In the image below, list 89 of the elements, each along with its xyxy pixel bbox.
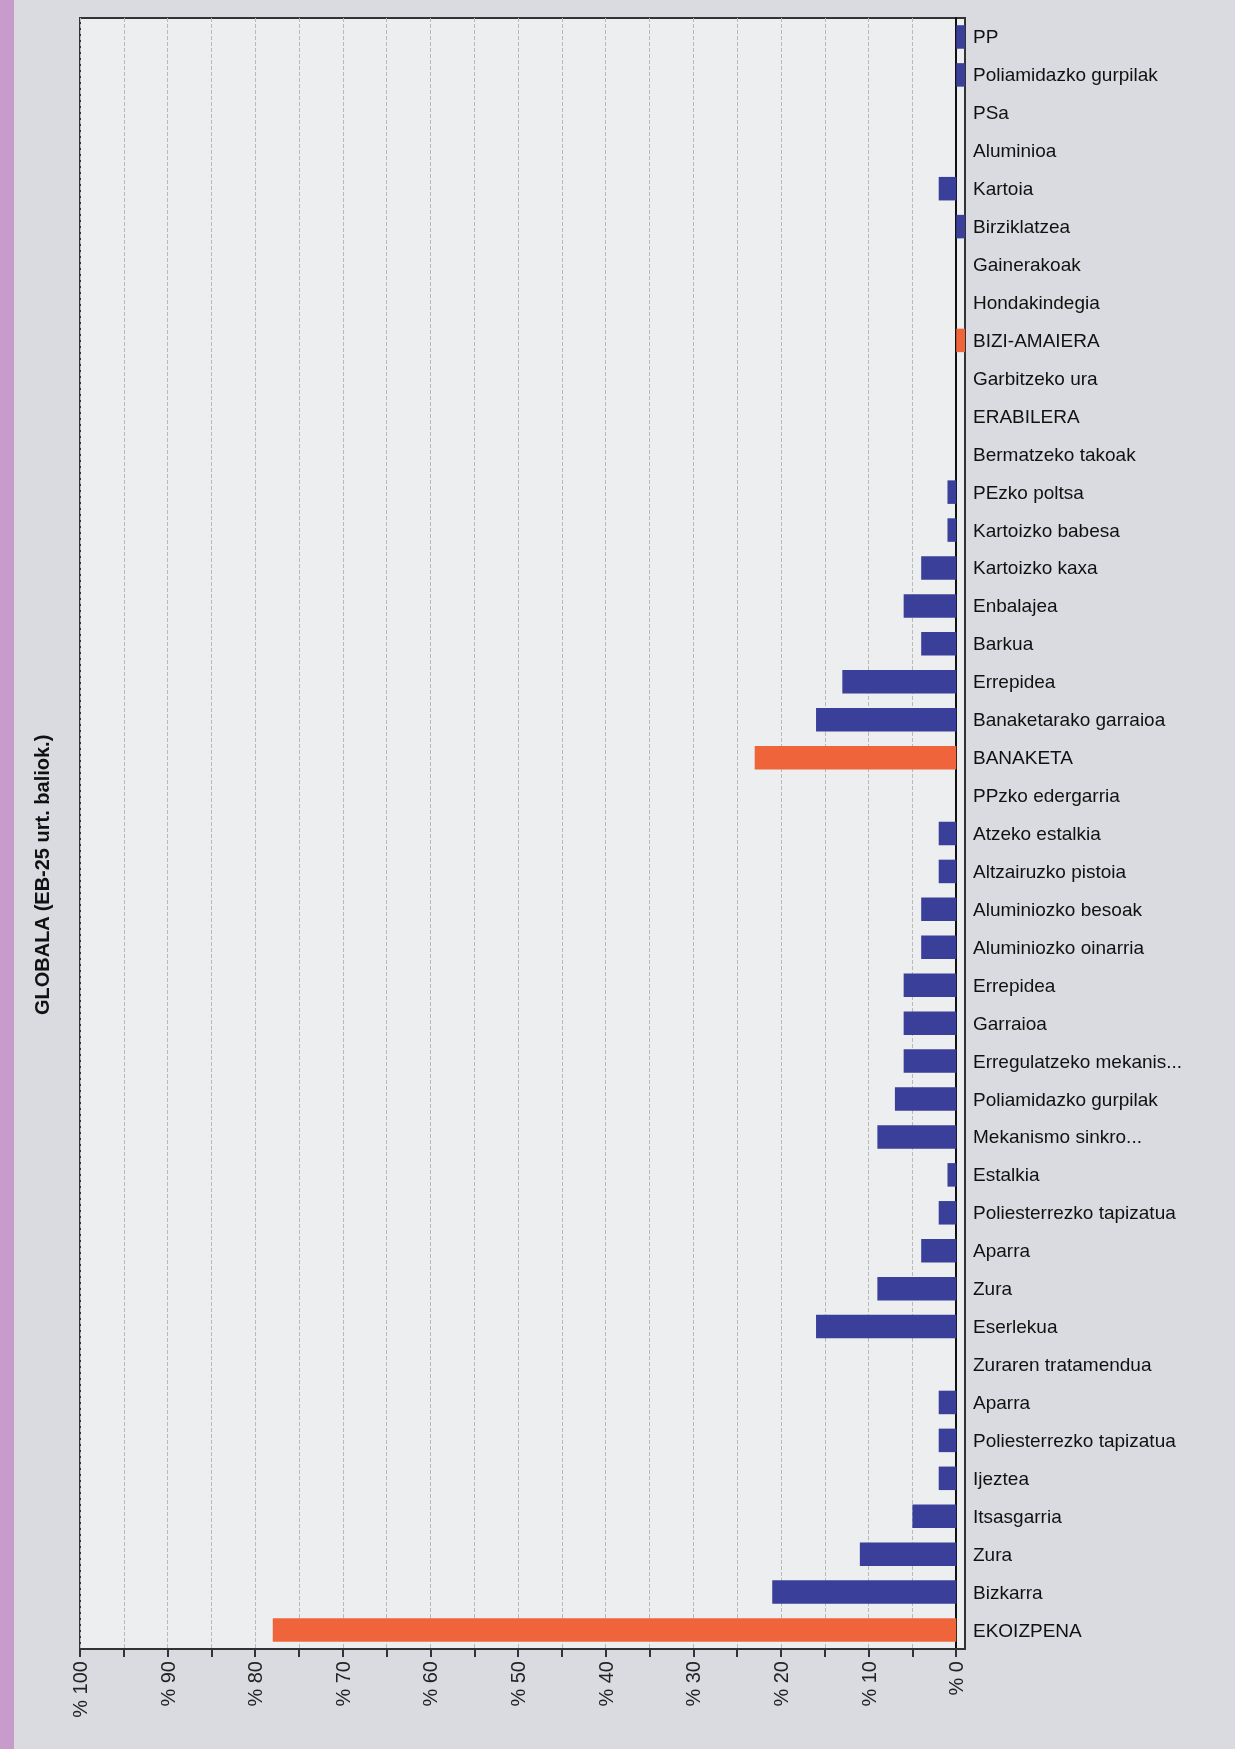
y-tick-label: Errepidea bbox=[973, 974, 1056, 996]
y-axis-title: GLOBALA (EB-25 urt. baliok.) bbox=[31, 734, 53, 1016]
bar bbox=[921, 556, 957, 580]
bar bbox=[921, 632, 957, 656]
bar bbox=[903, 973, 957, 997]
y-tick-label: Aparra bbox=[973, 1391, 1031, 1413]
y-tick-label: Garraioa bbox=[973, 1012, 1048, 1034]
y-tick-label: Poliamidazko gurpilak bbox=[973, 64, 1159, 86]
y-tick-label: PPzko edergarria bbox=[973, 785, 1121, 807]
y-tick-label: Erregulatzeko mekanis... bbox=[973, 1050, 1183, 1072]
bar bbox=[859, 1542, 957, 1566]
bar bbox=[912, 1504, 957, 1528]
y-tick-label: Errepidea bbox=[973, 671, 1056, 693]
y-tick-label: Poliesterrezko tapizatua bbox=[973, 1429, 1177, 1451]
y-tick-label: Aluminioa bbox=[973, 140, 1057, 162]
x-tick-label: % 20 bbox=[769, 1661, 792, 1707]
x-tick-label: % 0 bbox=[945, 1661, 968, 1696]
y-tick-label: Altzairuzko pistoia bbox=[973, 860, 1127, 882]
bar bbox=[956, 63, 965, 87]
bar bbox=[816, 1314, 957, 1339]
x-tick-label: % 80 bbox=[244, 1661, 267, 1707]
y-tick-label: Bizkarra bbox=[973, 1581, 1044, 1603]
y-tick-label: Zura bbox=[973, 1543, 1013, 1565]
x-tick-label: % 100 bbox=[69, 1661, 91, 1718]
y-tick-label: Gainerakoak bbox=[973, 254, 1082, 276]
y-tick-label: ERABILERA bbox=[973, 405, 1080, 427]
bar bbox=[921, 935, 957, 960]
x-tick-label: % 70 bbox=[331, 1661, 354, 1707]
bar bbox=[842, 670, 957, 694]
bar bbox=[272, 1618, 957, 1642]
y-tick-label: EKOIZPENA bbox=[973, 1619, 1083, 1641]
bar bbox=[816, 707, 957, 732]
y-tick-label: BIZI-AMAIERA bbox=[973, 329, 1101, 351]
bar bbox=[903, 1011, 957, 1035]
bar bbox=[921, 1238, 957, 1263]
y-tick-label: PSa bbox=[973, 102, 1010, 124]
bar bbox=[947, 1163, 957, 1187]
x-tick-label: % 50 bbox=[507, 1661, 530, 1707]
x-tick-label: % 10 bbox=[857, 1661, 880, 1707]
bar bbox=[956, 25, 965, 49]
bar bbox=[938, 1390, 957, 1415]
y-tick-label: BANAKETA bbox=[973, 747, 1074, 769]
bar bbox=[938, 1201, 957, 1225]
bar bbox=[938, 1428, 957, 1453]
y-tick-label: Mekanismo sinkro... bbox=[973, 1126, 1142, 1148]
bar bbox=[921, 897, 957, 922]
bar bbox=[956, 214, 965, 239]
bar bbox=[938, 821, 957, 846]
y-tick-label: PEzko poltsa bbox=[973, 481, 1085, 503]
y-tick-label: Banaketarako garraioa bbox=[973, 709, 1166, 731]
bar bbox=[894, 1087, 957, 1111]
y-tick-label: Garbitzeko ura bbox=[973, 367, 1099, 389]
y-tick-label: Zuraren tratamendua bbox=[973, 1354, 1152, 1376]
y-tick-label: Atzeko estalkia bbox=[973, 823, 1102, 844]
bar bbox=[947, 518, 957, 542]
y-tick-label: Ijeztea bbox=[973, 1467, 1030, 1489]
y-tick-label: Zura bbox=[973, 1278, 1013, 1300]
y-tick-label: Aluminiozko oinarria bbox=[973, 936, 1145, 958]
bar bbox=[956, 328, 965, 353]
y-tick-label: Poliesterrezko tapizatua bbox=[973, 1202, 1177, 1224]
bar bbox=[938, 176, 957, 201]
y-tick-label: Enbalajea bbox=[973, 595, 1058, 617]
y-tick-label: Kartoizko babesa bbox=[973, 519, 1121, 541]
bar bbox=[903, 1049, 957, 1073]
x-tick-label: % 90 bbox=[156, 1661, 179, 1707]
x-tick-label: % 30 bbox=[682, 1661, 705, 1707]
bar bbox=[938, 1466, 957, 1491]
y-tick-label: Estalkia bbox=[973, 1164, 1040, 1186]
x-tick-label: % 60 bbox=[419, 1661, 442, 1707]
y-tick-label: Aluminiozko besoak bbox=[973, 898, 1143, 920]
bar bbox=[938, 859, 957, 884]
y-tick-label: PP bbox=[973, 26, 999, 48]
bar bbox=[877, 1125, 957, 1149]
y-tick-label: Poliamidazko gurpilak bbox=[973, 1088, 1159, 1110]
bar bbox=[877, 1276, 957, 1301]
y-tick-label: Kartoia bbox=[973, 178, 1034, 200]
y-tick-label: Birziklatzea bbox=[973, 216, 1071, 238]
y-tick-label: Kartoizko kaxa bbox=[973, 557, 1099, 579]
bar bbox=[754, 745, 957, 770]
bar bbox=[772, 1580, 957, 1604]
x-tick-label: % 40 bbox=[594, 1661, 617, 1707]
y-tick-label: Hondakindegia bbox=[973, 291, 1101, 313]
y-tick-label: Itsasgarria bbox=[973, 1505, 1063, 1527]
y-tick-label: Aparra bbox=[973, 1240, 1031, 1262]
bar bbox=[903, 594, 957, 618]
y-tick-label: Barkua bbox=[973, 633, 1034, 655]
bar bbox=[947, 480, 957, 504]
y-tick-label: Bermatzeko takoak bbox=[973, 443, 1137, 465]
y-tick-label: Eserlekua bbox=[973, 1316, 1058, 1338]
